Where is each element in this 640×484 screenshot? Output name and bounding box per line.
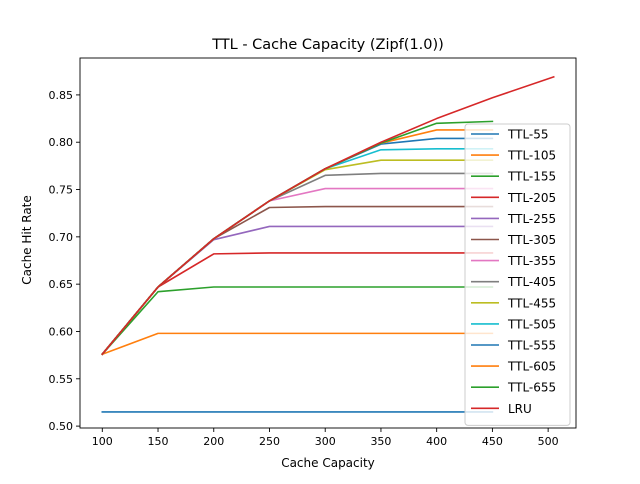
x-tick-label: 450 — [482, 435, 503, 448]
x-tick-label: 400 — [426, 435, 447, 448]
y-axis-label: Cache Hit Rate — [20, 195, 34, 285]
series-line-4 — [101, 252, 494, 356]
legend-label: TTL-655 — [507, 381, 556, 395]
legend-box — [464, 123, 571, 426]
legend-label: LRU — [508, 402, 532, 416]
x-tick-label: 100 — [92, 435, 113, 448]
y-tick-label: 0.60 — [49, 325, 74, 338]
legend-label: TTL-205 — [507, 191, 556, 205]
x-axis-label: Cache Capacity — [281, 456, 375, 470]
x-tick-label: 350 — [370, 435, 391, 448]
legend-label: TTL-405 — [507, 275, 556, 289]
x-tick-label: 150 — [148, 435, 169, 448]
legend-label: TTL-155 — [507, 170, 556, 184]
x-tick-label: 250 — [259, 435, 280, 448]
x-tick-label: 500 — [538, 435, 559, 448]
legend-label: TTL-255 — [507, 212, 556, 226]
legend-label: TTL-305 — [507, 233, 556, 247]
legend-label: TTL-455 — [507, 296, 556, 310]
y-tick-label: 0.70 — [49, 231, 74, 244]
series-line-2 — [101, 332, 494, 356]
series-layer — [101, 75, 555, 413]
y-tick-label: 0.75 — [49, 184, 74, 197]
y-tick-label: 0.65 — [49, 278, 74, 291]
legend-label: TTL-55 — [507, 128, 549, 142]
legend-label: TTL-355 — [507, 254, 556, 268]
legend-label: TTL-555 — [507, 339, 556, 353]
y-tick-label: 0.80 — [49, 136, 74, 149]
series-line-3 — [101, 286, 494, 356]
legend-label: TTL-605 — [507, 360, 556, 374]
chart-title: TTL - Cache Capacity (Zipf(1.0)) — [211, 37, 444, 53]
y-tick-label: 0.55 — [49, 373, 74, 386]
plot-frame — [79, 57, 577, 429]
x-tick-label: 200 — [203, 435, 224, 448]
legend: TTL-55 TTL-105 TTL-155 TTL-205 TTL-255 TTL-30… — [464, 123, 571, 426]
y-tick-label: 0.50 — [49, 420, 74, 433]
series-line-14 — [101, 75, 555, 356]
legend-label: TTL-505 — [507, 317, 556, 331]
x-tick-label: 300 — [315, 435, 336, 448]
axes-layer: 100 150 200 250 300 350 400 450 500 0.50 0.55 0.60 0… — [49, 57, 577, 448]
legend-label: TTL-105 — [507, 149, 556, 163]
y-tick-label: 0.85 — [49, 89, 74, 102]
